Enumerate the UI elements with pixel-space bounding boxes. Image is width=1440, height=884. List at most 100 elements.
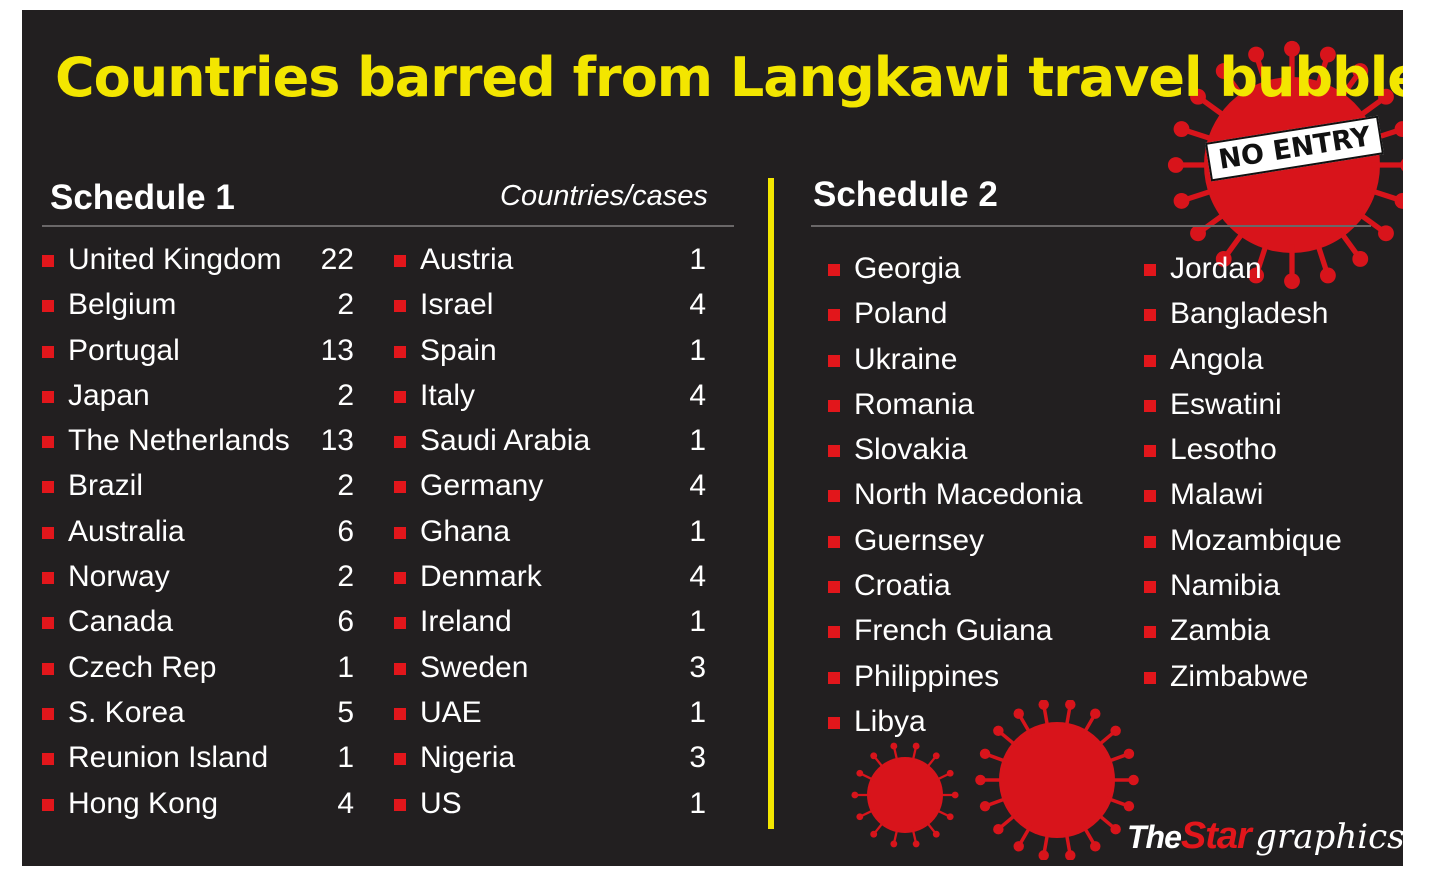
- schedule1-rule: [42, 225, 734, 227]
- bullet-square-icon: [394, 572, 406, 585]
- bullet-square-icon: [1144, 445, 1156, 458]
- list-item: Italy 4: [394, 376, 706, 421]
- case-count: 13: [320, 333, 354, 367]
- bullet-square-icon: [1144, 671, 1156, 684]
- bullet-square-icon: [1144, 309, 1156, 322]
- country-name: Japan: [68, 378, 150, 412]
- bullet-square-icon: [828, 264, 840, 276]
- case-count: 1: [337, 741, 354, 775]
- bullet-square-icon: [42, 662, 54, 675]
- case-count: 6: [337, 514, 354, 548]
- bullet-square-icon: [42, 753, 54, 766]
- bullet-square-icon: [394, 255, 406, 267]
- country-name: Portugal: [68, 333, 180, 367]
- bullet-square-icon: [394, 526, 406, 539]
- case-count: 5: [337, 695, 354, 729]
- list-item: Mozambique: [1144, 521, 1384, 566]
- list-item: Germany 4: [394, 466, 706, 511]
- country-name: Sweden: [420, 650, 529, 684]
- bullet-square-icon: [42, 572, 54, 585]
- list-item: Slovakia: [828, 430, 1128, 475]
- country-name: Hong Kong: [68, 786, 219, 820]
- case-count: 1: [689, 514, 706, 548]
- credit-graphics: graphics: [1255, 817, 1403, 857]
- case-count: 1: [689, 243, 706, 276]
- case-count: 6: [337, 605, 354, 639]
- list-item: Portugal 13: [42, 331, 354, 376]
- list-item: Bangladesh: [1144, 294, 1384, 339]
- countries-cases-label: Countries/cases: [500, 180, 708, 212]
- country-name: Slovakia: [854, 433, 968, 467]
- list-item: Ghana 1: [394, 512, 706, 557]
- bullet-square-icon: [1144, 581, 1156, 594]
- country-name: Austria: [420, 243, 514, 276]
- bullet-square-icon: [42, 255, 54, 267]
- thestar-graphics-credit: TheStar graphics: [1127, 815, 1403, 858]
- bullet-square-icon: [828, 671, 840, 684]
- list-item: French Guiana: [828, 611, 1128, 656]
- country-name: Mozambique: [1170, 523, 1342, 557]
- case-count: 1: [689, 605, 706, 639]
- schedule2-rule: [811, 225, 1371, 227]
- case-count: 3: [689, 741, 706, 775]
- bullet-square-icon: [828, 490, 840, 503]
- schedule1-list-1: United Kingdom 22 Belgium 2 Portugal 13 Japan 2…: [42, 240, 354, 829]
- country-name: Nigeria: [420, 741, 516, 775]
- country-name: Canada: [68, 605, 174, 639]
- case-count: 1: [689, 333, 706, 367]
- country-name: Malawi: [1170, 478, 1264, 512]
- case-count: 2: [337, 560, 354, 594]
- list-item: Israel 4: [394, 285, 706, 330]
- country-name: Ireland: [420, 605, 512, 639]
- bullet-square-icon: [828, 716, 840, 729]
- bullet-square-icon: [42, 798, 54, 811]
- country-name: Saudi Arabia: [420, 424, 591, 458]
- list-item: Lesotho: [1144, 430, 1384, 475]
- country-name: Ukraine: [854, 342, 958, 376]
- case-count: 1: [689, 786, 706, 820]
- country-name: Croatia: [854, 569, 951, 603]
- country-name: Georgia: [854, 252, 961, 285]
- bullet-square-icon: [394, 345, 406, 358]
- country-name: Libya: [854, 704, 926, 738]
- bullet-square-icon: [42, 300, 54, 313]
- list-item: Guernsey: [828, 521, 1128, 566]
- country-name: Zimbabwe: [1170, 659, 1309, 693]
- list-item: S. Korea 5: [42, 693, 354, 738]
- list-item: US 1: [394, 784, 706, 829]
- list-item: Reunion Island 1: [42, 738, 354, 783]
- list-item: Ukraine: [828, 340, 1128, 385]
- list-item: Libya: [828, 702, 1128, 747]
- case-count: 4: [689, 469, 706, 503]
- list-item: Zambia: [1144, 611, 1384, 656]
- list-item: The Netherlands 13: [42, 421, 354, 466]
- bullet-square-icon: [394, 617, 406, 630]
- list-item: Australia 6: [42, 512, 354, 557]
- country-name: Zambia: [1170, 614, 1271, 648]
- bullet-square-icon: [1144, 399, 1156, 412]
- schedule2-heading: Schedule 2: [813, 175, 998, 214]
- country-name: Guernsey: [854, 523, 985, 557]
- list-item: United Kingdom 22: [42, 240, 354, 285]
- bullet-square-icon: [394, 662, 406, 675]
- country-name: Namibia: [1170, 569, 1281, 603]
- list-item: Spain 1: [394, 331, 706, 376]
- credit-the: The: [1127, 819, 1182, 855]
- country-name: Australia: [68, 514, 185, 548]
- list-item: Sweden 3: [394, 648, 706, 693]
- bullet-square-icon: [42, 436, 54, 449]
- list-item: Austria 1: [394, 240, 706, 285]
- bullet-square-icon: [1144, 626, 1156, 639]
- country-name: Philippines: [854, 659, 1000, 693]
- bullet-square-icon: [828, 309, 840, 322]
- bullet-square-icon: [1144, 354, 1156, 367]
- country-name: Eswatini: [1170, 387, 1282, 421]
- country-name: Bangladesh: [1170, 297, 1329, 331]
- country-name: The Netherlands: [68, 424, 290, 458]
- list-item: Angola: [1144, 340, 1384, 385]
- case-count: 1: [689, 424, 706, 458]
- credit-star: Star: [1180, 815, 1252, 857]
- country-name: Jordan: [1170, 252, 1262, 285]
- country-name: Romania: [854, 387, 975, 421]
- bullet-square-icon: [394, 753, 406, 766]
